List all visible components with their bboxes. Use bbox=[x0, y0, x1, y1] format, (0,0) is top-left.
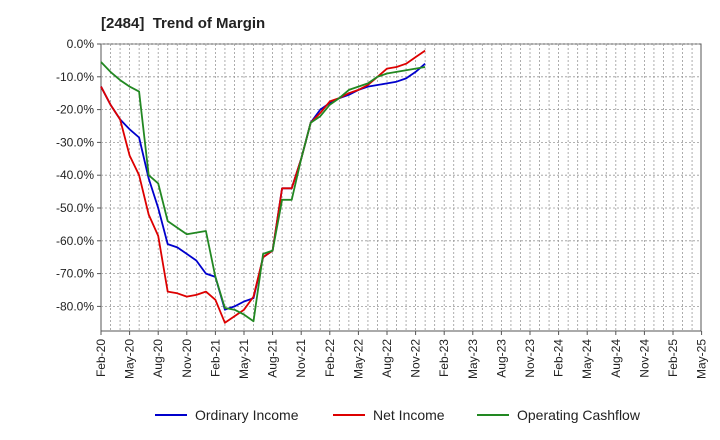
x-tick-label: Nov-20 bbox=[180, 339, 194, 378]
x-tick-label: May-20 bbox=[123, 339, 137, 379]
x-tick-label: May-22 bbox=[351, 339, 365, 379]
x-tick-label: Aug-22 bbox=[380, 339, 394, 378]
x-tick-label: May-23 bbox=[466, 339, 480, 379]
series-line-operating-cashflow bbox=[100, 61, 426, 323]
x-tick-label: Aug-21 bbox=[266, 339, 280, 378]
x-tick-label: Aug-20 bbox=[151, 339, 165, 378]
x-tick-label: Feb-22 bbox=[323, 339, 337, 377]
legend-label: Ordinary Income bbox=[195, 407, 299, 423]
y-tick-label: -80.0% bbox=[56, 299, 94, 313]
x-tick-label: Feb-20 bbox=[94, 339, 108, 377]
x-tick-label: Nov-23 bbox=[523, 339, 537, 378]
y-axis: 0.0% -10.0% -20.0% -30.0% -40.0% -50.0% -60.0%… bbox=[56, 37, 101, 313]
x-tick-label: Nov-21 bbox=[294, 339, 308, 378]
y-tick-label: -60.0% bbox=[56, 234, 94, 248]
plot-area bbox=[100, 43, 702, 332]
y-tick-label: -50.0% bbox=[56, 201, 94, 215]
x-tick-label: Feb-25 bbox=[666, 339, 680, 377]
x-tick-label: Aug-23 bbox=[494, 339, 508, 378]
x-tick-label: May-21 bbox=[237, 339, 251, 379]
x-axis: Feb-20 May-20 Aug-20 Nov-20 Feb-21 May-21 Aug-… bbox=[94, 331, 709, 379]
x-tick-label: May-25 bbox=[695, 339, 709, 379]
chart-title: [2484] Trend of Margin bbox=[101, 15, 266, 32]
y-tick-label: -40.0% bbox=[56, 168, 94, 182]
y-tick-label: 0.0% bbox=[67, 37, 95, 51]
grid-layer bbox=[101, 43, 701, 331]
x-tick-label: Nov-24 bbox=[637, 339, 651, 378]
x-tick-label: Nov-22 bbox=[409, 339, 423, 378]
x-tick-label: Feb-21 bbox=[208, 339, 222, 377]
legend: Ordinary Income Net Income Operating Cashf… bbox=[155, 407, 641, 423]
x-tick-label: Aug-24 bbox=[609, 339, 623, 378]
x-tick-label: May-24 bbox=[580, 339, 594, 379]
x-tick-label: Feb-24 bbox=[552, 339, 566, 377]
y-tick-label: -30.0% bbox=[56, 135, 94, 149]
legend-label: Operating Cashflow bbox=[517, 407, 641, 423]
series-layer bbox=[100, 49, 426, 324]
y-tick-label: -10.0% bbox=[56, 70, 94, 84]
legend-label: Net Income bbox=[373, 407, 445, 423]
y-tick-label: -70.0% bbox=[56, 267, 94, 281]
y-tick-label: -20.0% bbox=[56, 103, 94, 117]
x-tick-label: Feb-23 bbox=[437, 339, 451, 377]
